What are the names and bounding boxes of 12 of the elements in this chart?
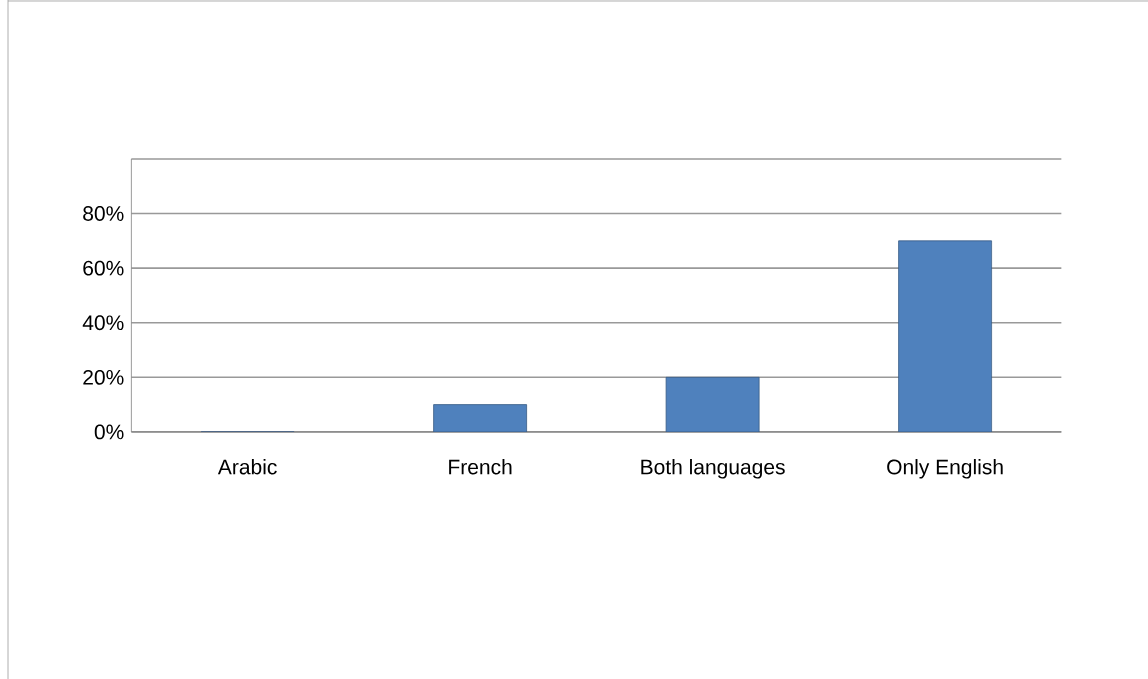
bar xyxy=(433,404,528,432)
y-tick-label: 0% xyxy=(94,424,124,440)
bar xyxy=(665,376,760,432)
x-tick-label: Both languages xyxy=(641,458,785,479)
x-tick-label: Only English xyxy=(887,458,1003,479)
x-tick-label: Arabic xyxy=(217,458,277,475)
y-tick-label: 80% xyxy=(83,206,124,221)
bar xyxy=(898,240,993,432)
y-tick-label: 20% xyxy=(83,369,124,385)
y-tick-label: 60% xyxy=(83,260,124,276)
x-tick-label: French xyxy=(449,458,512,475)
y-tick-label: 40% xyxy=(82,315,124,331)
